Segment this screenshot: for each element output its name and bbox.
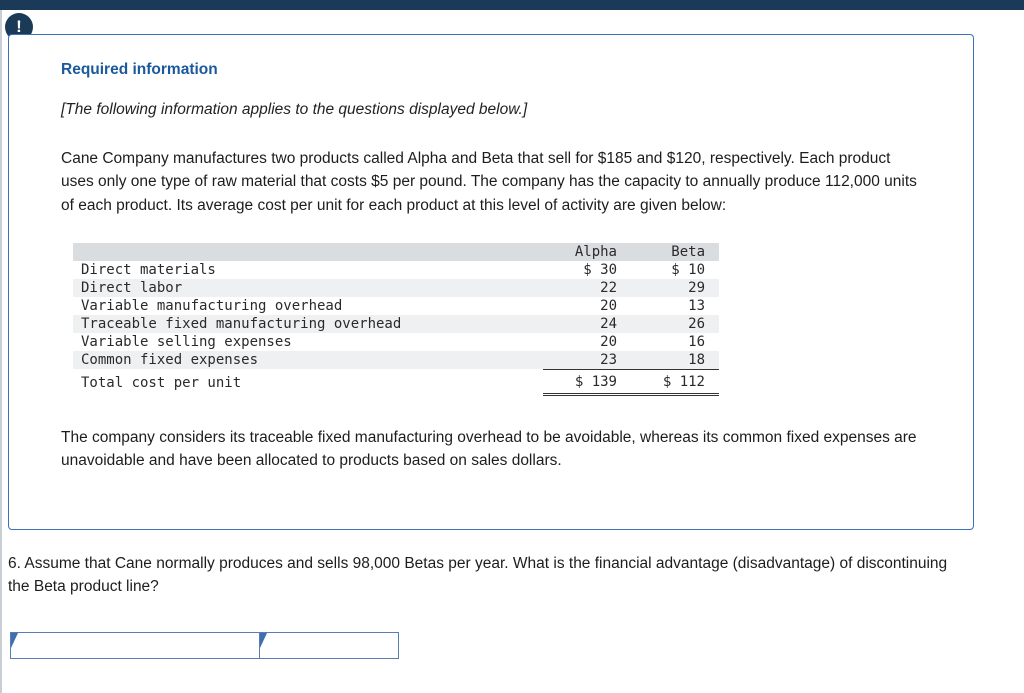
beta-value: 16 <box>688 333 705 350</box>
table-row: Common fixed expenses 23 18 <box>73 350 719 370</box>
table-header-row: Alpha Beta <box>73 242 719 261</box>
beta-value: 29 <box>688 279 705 296</box>
row-label: Common fixed expenses <box>81 352 259 368</box>
required-information-panel: Required information [The following info… <box>8 34 974 530</box>
table-row: Direct materials $ 30 $ 10 <box>73 261 719 279</box>
applies-below-note: [The following information applies to th… <box>61 101 528 118</box>
required-information-title: Required information <box>61 61 218 78</box>
alpha-value: 20 <box>600 297 617 314</box>
row-label: Variable manufacturing overhead <box>81 297 343 314</box>
total-beta-value: $ 112 <box>631 368 719 396</box>
beta-value: $ 10 <box>671 261 705 278</box>
beta-value: 18 <box>688 351 705 368</box>
header-beta: Beta <box>671 243 705 260</box>
alpha-value: $ 30 <box>583 261 617 278</box>
alpha-value: 24 <box>600 315 617 332</box>
row-label: Direct materials <box>81 261 216 278</box>
beta-value: 13 <box>688 297 705 314</box>
total-row: Total cost per unit $ 139 $ 112 <box>73 368 719 396</box>
alpha-value: 22 <box>600 279 617 296</box>
header-empty-cell <box>73 243 543 261</box>
table-row: Traceable fixed manufacturing overhead 2… <box>73 314 719 333</box>
alpha-value: 23 <box>600 351 617 368</box>
question-text: 6. Assume that Cane normally produces an… <box>8 555 948 596</box>
table-row: Variable manufacturing overhead 20 13 <box>73 297 719 315</box>
cell-flag-icon <box>11 633 18 648</box>
row-label: Direct labor <box>81 279 183 296</box>
answer-label-input[interactable] <box>10 632 260 659</box>
row-label: Traceable fixed manufacturing overhead <box>81 315 402 332</box>
cell-flag-icon <box>260 633 267 648</box>
answer-amount-input[interactable] <box>259 632 399 659</box>
alpha-value: 20 <box>600 333 617 350</box>
row-label: Variable selling expenses <box>81 333 292 350</box>
table-row: Variable selling expenses 20 16 <box>73 333 719 351</box>
total-alpha-value: $ 139 <box>543 368 631 396</box>
table-row: Direct labor 22 29 <box>73 278 719 297</box>
top-bar <box>0 0 1024 10</box>
beta-value: 26 <box>688 315 705 332</box>
cost-per-unit-table: Alpha Beta Direct materials $ 30 $ 10 Di… <box>73 242 719 396</box>
answer-row <box>10 632 399 659</box>
overhead-note-paragraph: The company considers its traceable fixe… <box>61 428 917 469</box>
header-alpha: Alpha <box>574 243 617 260</box>
total-label: Total cost per unit <box>81 375 242 392</box>
page-edge-line <box>0 0 2 693</box>
company-description-paragraph: Cane Company manufactures two products c… <box>61 150 917 214</box>
